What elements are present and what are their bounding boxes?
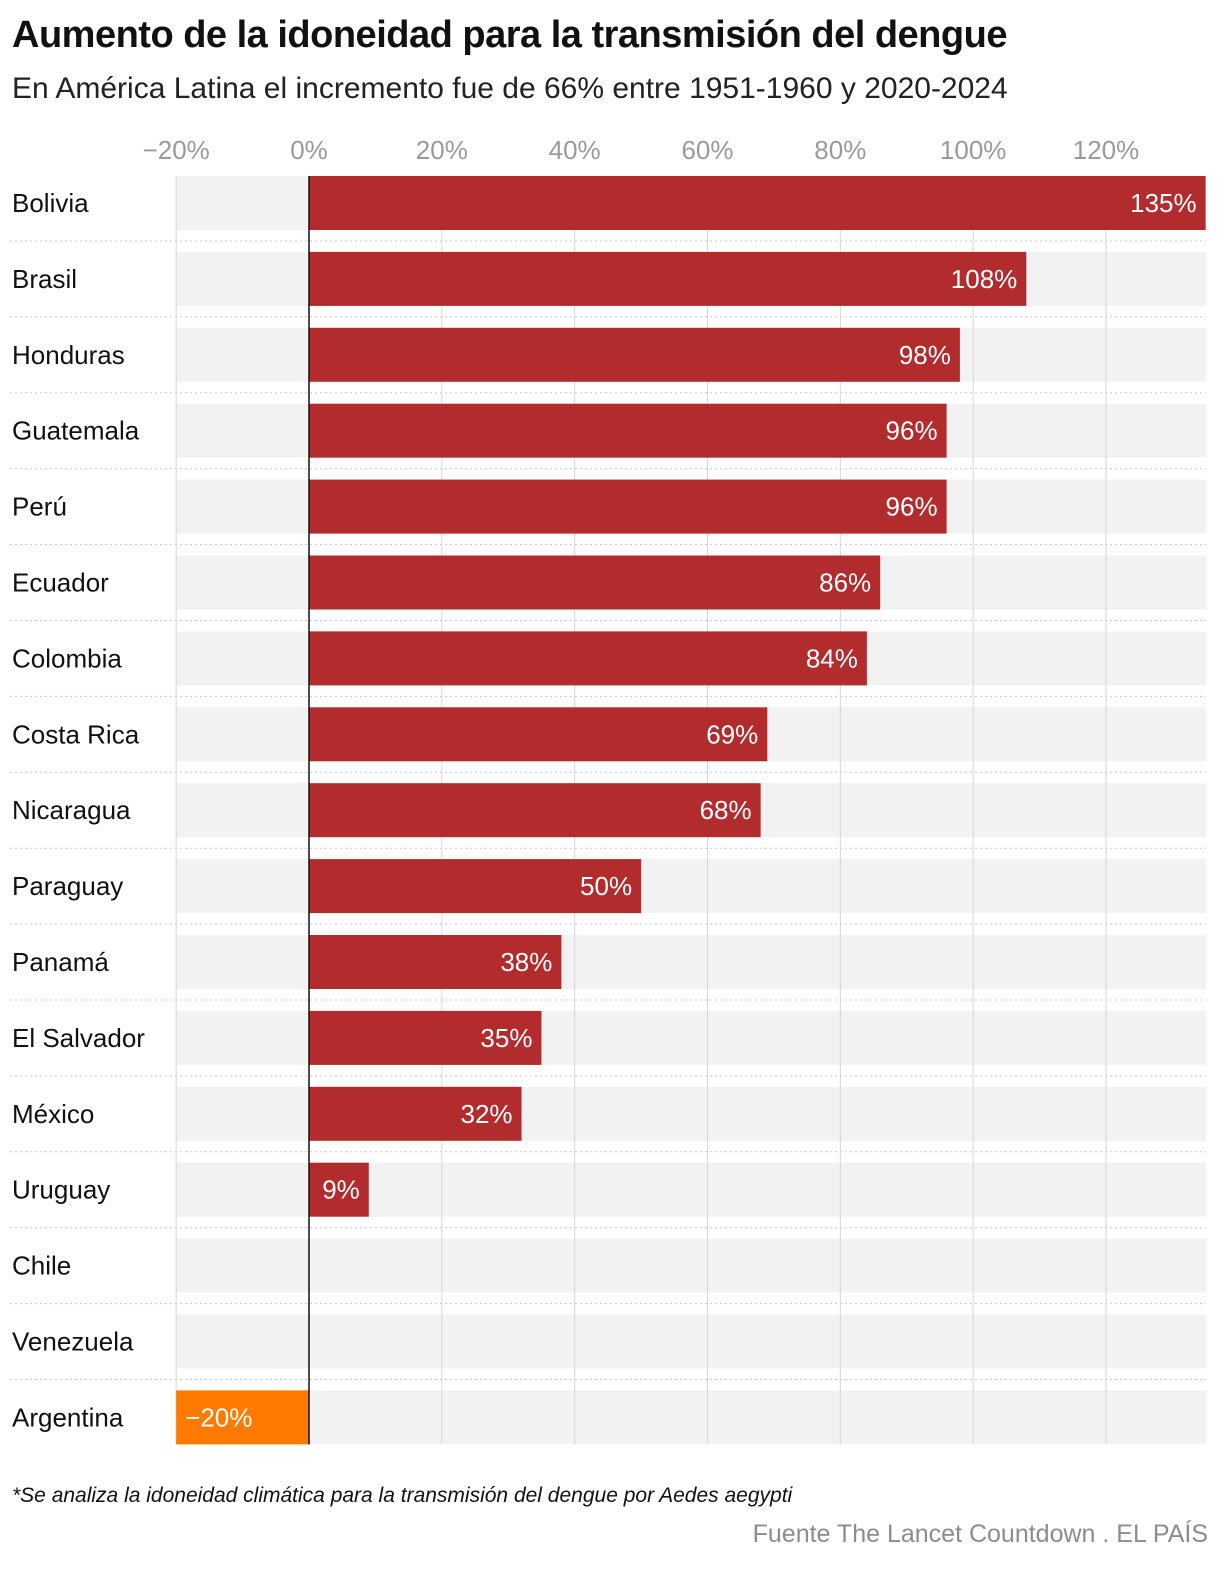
bar xyxy=(309,1162,369,1217)
value-label: 108% xyxy=(951,264,1018,294)
x-tick-label: 80% xyxy=(814,135,866,165)
bar xyxy=(176,1390,309,1445)
bar xyxy=(309,707,768,762)
x-tick-label: 20% xyxy=(416,135,468,165)
category-label: El Salvador xyxy=(12,1023,145,1053)
bar xyxy=(309,1010,542,1065)
row-background xyxy=(176,1238,1206,1293)
bar xyxy=(309,859,642,914)
value-label: 96% xyxy=(886,416,938,446)
x-tick-label: 40% xyxy=(549,135,601,165)
bar xyxy=(309,251,1027,306)
value-label: −20% xyxy=(185,1402,252,1432)
category-label: Ecuador xyxy=(12,568,109,598)
category-label: México xyxy=(12,1099,94,1129)
bar-chart: −20% 0% 20% 40% 60% 80% 100% 120% Bolivia 135% Bra… xyxy=(10,135,1206,1445)
category-label: Perú xyxy=(12,492,67,522)
value-label: 38% xyxy=(500,947,552,977)
bar xyxy=(309,783,761,838)
source-credit: Fuente The Lancet Countdown . EL PAÍS xyxy=(752,1520,1208,1548)
value-label: 9% xyxy=(322,1175,360,1205)
bar xyxy=(309,176,1206,230)
category-label: Bolivia xyxy=(12,188,89,218)
value-label: 98% xyxy=(899,340,951,370)
bar xyxy=(309,327,960,382)
x-tick-label: 100% xyxy=(940,135,1007,165)
value-label: 135% xyxy=(1130,188,1197,218)
value-label: 50% xyxy=(580,871,632,901)
category-label: Panamá xyxy=(12,947,109,977)
x-tick-label: 120% xyxy=(1073,135,1140,165)
value-label: 32% xyxy=(460,1099,512,1129)
chart-subtitle: En América Latina el incremento fue de 6… xyxy=(12,72,1008,105)
category-label: Costa Rica xyxy=(12,719,140,749)
x-tick-label: 60% xyxy=(681,135,733,165)
bar xyxy=(309,555,881,610)
category-label: Guatemala xyxy=(12,416,140,446)
row-background xyxy=(176,1390,1206,1445)
x-tick-label: 0% xyxy=(290,135,328,165)
category-label: Brasil xyxy=(12,264,77,294)
value-label: 69% xyxy=(706,719,758,749)
bar xyxy=(309,479,947,534)
category-label: Uruguay xyxy=(12,1175,110,1205)
x-tick-label: −20% xyxy=(143,135,210,165)
category-label: Colombia xyxy=(12,643,122,673)
value-label: 35% xyxy=(480,1023,532,1053)
value-label: 86% xyxy=(819,568,871,598)
value-label: 84% xyxy=(806,643,858,673)
chart-title: Aumento de la idoneidad para la transmis… xyxy=(12,14,1007,56)
category-label: Nicaragua xyxy=(12,795,131,825)
category-label: Argentina xyxy=(12,1402,124,1432)
bar xyxy=(309,1086,522,1141)
bar xyxy=(309,631,867,686)
value-label: 68% xyxy=(700,795,752,825)
category-label: Paraguay xyxy=(12,871,123,901)
value-label: 96% xyxy=(886,492,938,522)
category-label: Honduras xyxy=(12,340,125,370)
bar xyxy=(309,935,562,989)
category-label: Venezuela xyxy=(12,1327,134,1357)
category-label: Chile xyxy=(12,1251,71,1281)
footnote: *Se analiza la idoneidad climática para … xyxy=(12,1484,793,1507)
bar xyxy=(309,403,947,458)
row-background xyxy=(176,1314,1206,1369)
